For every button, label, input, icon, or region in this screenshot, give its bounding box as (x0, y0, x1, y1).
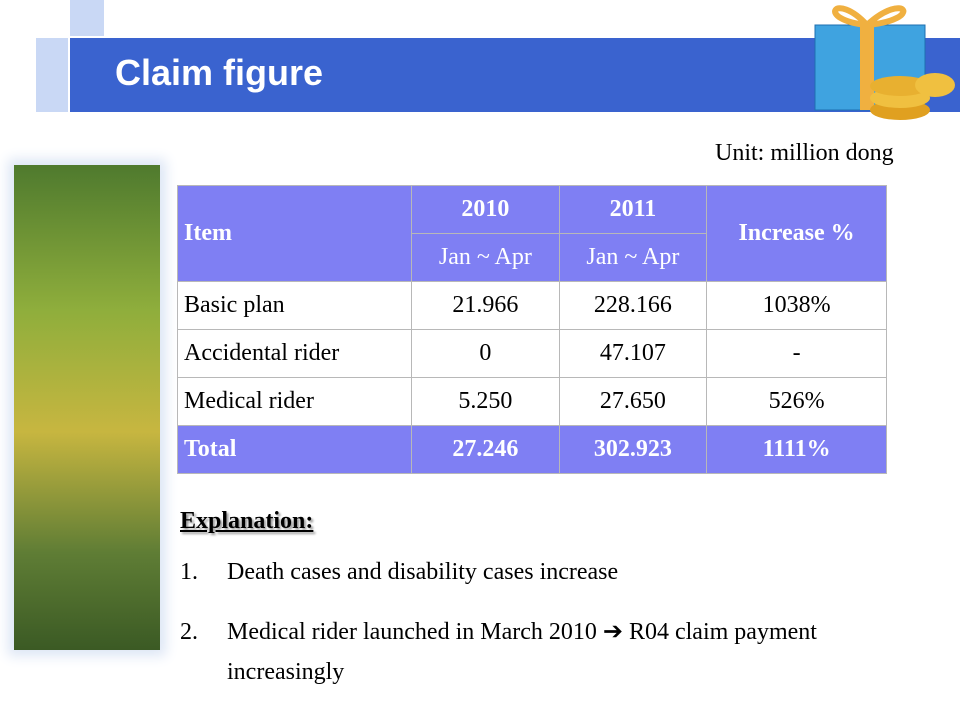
table-row: Accidental rider 0 47.107- (176, 329, 887, 378)
explanation-item: 2. Medical rider launched in March 2010 ➔… (180, 612, 900, 692)
subheader-cell: Jan ~ Apr (558, 233, 708, 282)
table-cell: 526% (706, 377, 887, 426)
header-row: Item 2010 2011 Increase % (176, 185, 887, 282)
slide-title: Claim figure (115, 52, 324, 93)
explanation-heading: Explanation: (180, 508, 314, 534)
title-band (70, 38, 960, 112)
header-cell: Increase % (706, 185, 887, 282)
total-cell: 302.923 (558, 425, 708, 474)
table-cell: - (706, 329, 887, 378)
table-cell: Basic plan (176, 281, 413, 330)
table-cell: Medical rider (176, 377, 413, 426)
photo (14, 165, 160, 650)
header-cell: Item (176, 185, 413, 282)
table-cell: Accidental rider (176, 329, 413, 378)
table-row: Basic plan 21.966 228.166 1038% (176, 281, 887, 330)
table-cell: 5.250 (411, 377, 560, 426)
total-cell: 27.246 (411, 425, 560, 474)
total-cell: Total (176, 425, 413, 474)
decor-square (70, 0, 104, 36)
item-number: 2. (180, 619, 198, 645)
table-cell: 0 (411, 329, 560, 378)
item-text: Medical rider launched in March 2010 ➔ R… (227, 619, 817, 685)
explanation-item: 1. Death cases and disability cases incre… (180, 552, 900, 592)
table-row: Medical rider 5.250 27.650 526% (176, 377, 887, 426)
decor-square (36, 38, 68, 112)
unit-label: Unit: million dong (715, 140, 894, 166)
total-cell: 1111% (706, 425, 887, 474)
table-cell: 47.107 (558, 329, 708, 378)
subheader-cell: Jan ~ Apr (411, 233, 560, 282)
table-cell: 1038% (706, 281, 887, 330)
total-row: Total 27.246 302.923 1111% (176, 425, 887, 474)
item-text: Death cases and disability cases increas… (227, 559, 619, 585)
subheader-row: Jan ~ Apr Jan ~ Apr (178, 233, 887, 282)
table-cell: 21.966 (411, 281, 560, 330)
item-number: 1. (180, 559, 198, 585)
gift-icon (814, 5, 955, 120)
header-cell: 2010 (411, 185, 560, 234)
table-cell: 27.650 (558, 377, 708, 426)
table-cell: 228.166 (558, 281, 708, 330)
claim-table: Item 2010 2011 Increase % Jan ~ Apr Jan ~ Apr… (176, 185, 887, 474)
header-cell: 2011 (558, 185, 708, 234)
